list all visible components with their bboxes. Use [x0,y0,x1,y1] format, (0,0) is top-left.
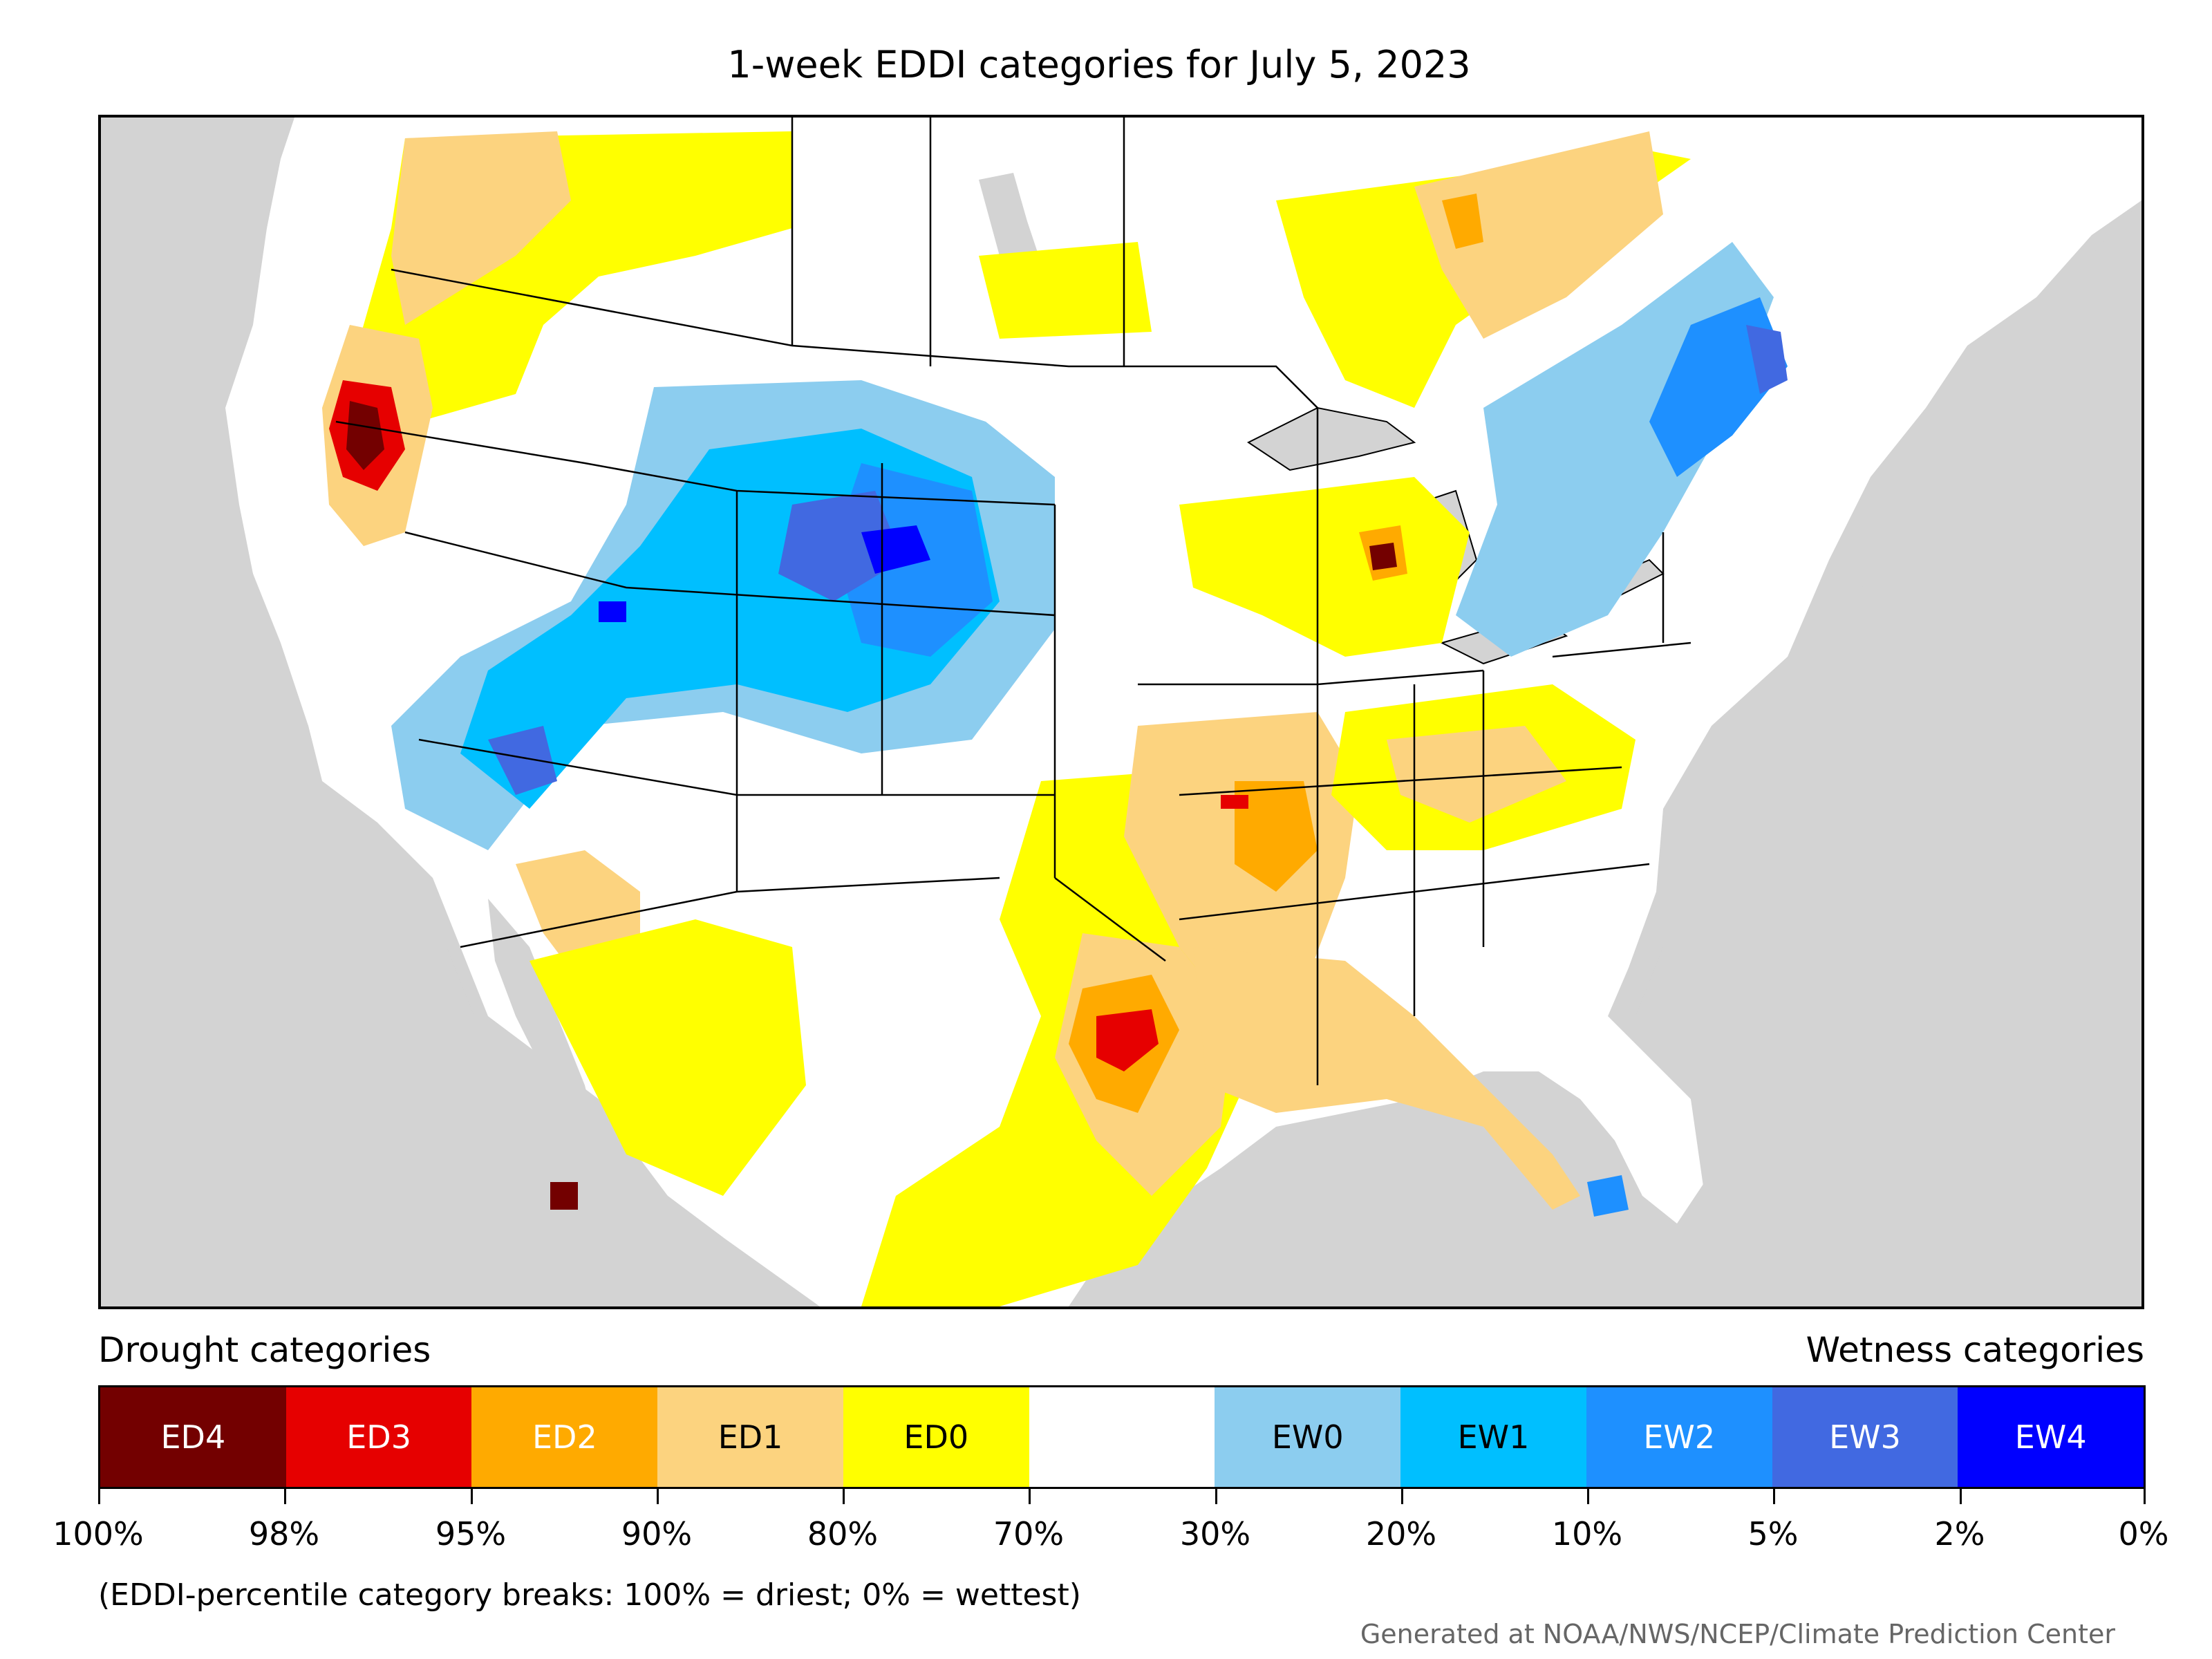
pacific-coast-water [101,118,792,1306]
colorbar-tick-label: 95% [435,1515,507,1553]
colorbar-tick [843,1489,845,1504]
colorbar-tick-label: 5% [1747,1515,1799,1553]
wetness-categories-heading: Wetness categories [1806,1330,2144,1370]
category-note: (EDDI-percentile category breaks: 100% =… [98,1577,1081,1613]
colorbar-tick-label: 98% [248,1515,320,1553]
colorbar-swatch-ew3: EW3 [1772,1387,1958,1487]
colorbar-swatch-ew4: EW4 [1958,1387,2144,1487]
colorbar-tick [1215,1489,1217,1504]
political-borders [335,118,1691,1085]
colorbar-tick [284,1489,286,1504]
colorbar-tick-label: 0% [2118,1515,2169,1553]
colorbar-tick [1960,1489,1962,1504]
atlantic-ocean [1635,200,2141,1306]
colorbar-swatch-ed1: ED1 [657,1387,843,1487]
colorbar-tick [657,1489,659,1504]
colorbar-swatch-ew0: EW0 [1215,1387,1401,1487]
map-title: 1-week EDDI categories for July 5, 2023 [727,43,1471,86]
colorbar-tick [1773,1489,1775,1504]
colorbar-swatch-ew1: EW1 [1400,1387,1586,1487]
colorbar-tick-label: 30% [1179,1515,1251,1553]
colorbar-tick [1587,1489,1589,1504]
gulf-of-mexico [1069,1092,1622,1306]
colorbar-tick [2144,1489,2146,1504]
map-canvas [101,118,2141,1306]
colorbar-tick-label: 70% [993,1515,1065,1553]
gulf-of-california [488,899,599,1141]
colorbar-swatch-ed4: ED4 [100,1387,286,1487]
colorbar-tick-label: 100% [53,1515,144,1553]
eddi-map [98,115,2144,1309]
colorbar-tick-labels: 100% 98% 95% 90% 80% 70% 30% 20% 10% 5% 2% 0% [53,1515,2168,1557]
colorbar-tick-label: 80% [807,1515,879,1553]
category-colorbar: ED4 ED3 ED2 ED1 ED0 EW0 EW1 EW2 EW3 EW4 [98,1385,2146,1489]
colorbar-swatch-ed2: ED2 [471,1387,658,1487]
colorbar-tick-label: 10% [1551,1515,1623,1553]
colorbar-tick-label: 2% [1934,1515,1985,1553]
colorbar-swatch-normal [1029,1387,1215,1487]
colorbar-tick-label: 90% [621,1515,693,1553]
colorbar-swatch-ew2: EW2 [1586,1387,1772,1487]
colorbar-swatch-ed0: ED0 [843,1387,1029,1487]
colorbar-tick [1401,1489,1403,1504]
colorbar-tick [471,1489,473,1504]
colorbar-tick-label: 20% [1365,1515,1437,1553]
colorbar-tick [98,1489,100,1504]
drought-categories-heading: Drought categories [98,1330,431,1370]
colorbar-tick [1029,1489,1031,1504]
colorbar-ticks [98,1489,2146,1506]
credit-line: Generated at NOAA/NWS/NCEP/Climate Predi… [1360,1619,2115,1649]
colorbar-swatch-ed3: ED3 [285,1387,472,1487]
